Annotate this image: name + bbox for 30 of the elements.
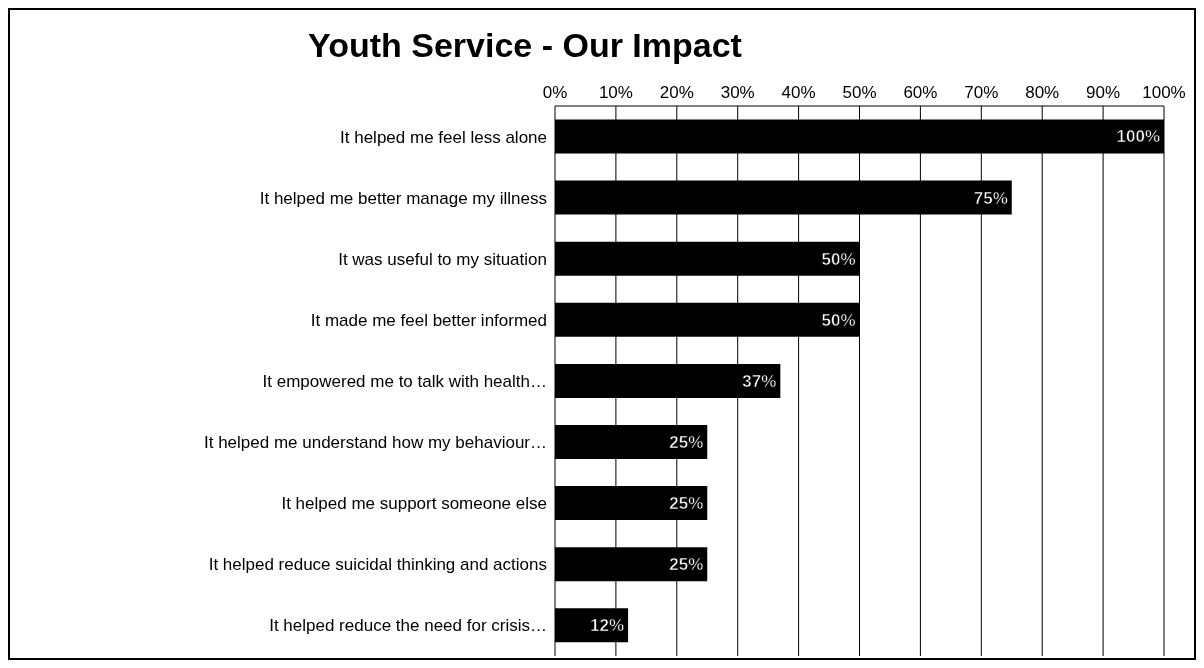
- x-tick-label: 70%: [964, 83, 999, 102]
- x-tick-label: 40%: [781, 83, 816, 102]
- y-tick-label: It helped me support someone else: [281, 494, 547, 514]
- data-label: 25%: [669, 494, 704, 514]
- x-tick-label: 90%: [1086, 83, 1121, 102]
- x-tick-label: 60%: [903, 83, 938, 102]
- x-tick-label: 50%: [842, 83, 877, 102]
- data-label: 50%: [821, 310, 856, 330]
- y-tick-label: It helped me feel less alone: [340, 127, 547, 147]
- x-tick-label: 20%: [659, 83, 694, 102]
- x-tick-label: 100%: [1142, 83, 1186, 102]
- x-tick-label: 10%: [598, 83, 633, 102]
- y-tick-label: It helped me better manage my illness: [259, 188, 547, 208]
- y-tick-label: It helped reduce the need for crisis…: [269, 616, 547, 636]
- data-label: 37%: [742, 371, 777, 391]
- data-label: 50%: [821, 249, 856, 269]
- y-tick-label: It was useful to my situation: [338, 249, 547, 269]
- x-tick-label: 0%: [542, 83, 568, 102]
- data-label: 75%: [973, 188, 1008, 208]
- y-tick-label: It made me feel better informed: [310, 310, 547, 330]
- y-tick-label: It helped me understand how my behaviour…: [203, 433, 547, 453]
- x-tick-label: 30%: [720, 83, 755, 102]
- chart-title: Youth Service - Our Impact: [307, 25, 743, 66]
- x-tick-label: 80%: [1025, 83, 1060, 102]
- data-label: 25%: [669, 555, 704, 575]
- y-tick-label: It empowered me to talk with health…: [262, 372, 547, 392]
- data-label: 100%: [1116, 127, 1160, 147]
- data-label: 12%: [590, 616, 625, 636]
- data-label: 25%: [669, 432, 704, 452]
- y-tick-label: It helped reduce suicidal thinking and actions: [208, 555, 547, 575]
